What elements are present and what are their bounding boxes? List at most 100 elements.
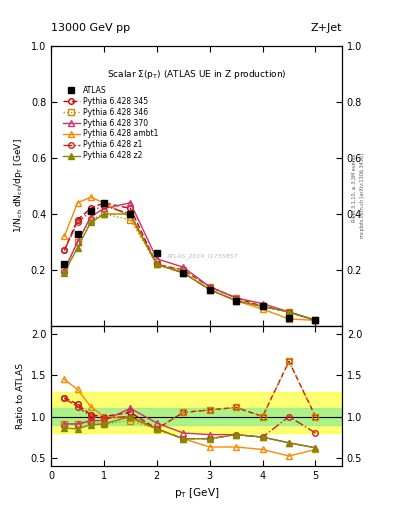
Pythia 6.428 z2 — [234, 297, 239, 304]
ATLAS — [208, 287, 212, 293]
Legend: ATLAS, Pythia 6.428 345, Pythia 6.428 346, Pythia 6.428 370, Pythia 6.428 ambt1,: ATLAS, Pythia 6.428 345, Pythia 6.428 34… — [61, 83, 161, 162]
Pythia 6.428 370 — [260, 301, 265, 307]
Pythia 6.428 ambt1 — [75, 200, 80, 206]
Pythia 6.428 346 — [234, 295, 239, 301]
Text: ATLAS_2019_I1735857: ATLAS_2019_I1735857 — [167, 253, 238, 259]
Pythia 6.428 346 — [88, 217, 93, 223]
Pythia 6.428 z2 — [75, 245, 80, 251]
Bar — [51, 392, 342, 433]
Pythia 6.428 z2 — [154, 261, 159, 267]
Pythia 6.428 ambt1 — [88, 194, 93, 200]
Pythia 6.428 346 — [181, 267, 185, 273]
X-axis label: p$_{\rm T}$ [GeV]: p$_{\rm T}$ [GeV] — [174, 486, 219, 500]
Pythia 6.428 z1 — [313, 317, 318, 324]
Pythia 6.428 z1 — [102, 203, 107, 209]
Pythia 6.428 345 — [75, 217, 80, 223]
Pythia 6.428 346 — [102, 211, 107, 217]
Pythia 6.428 346 — [286, 309, 291, 315]
Line: Pythia 6.428 345: Pythia 6.428 345 — [62, 200, 318, 323]
Pythia 6.428 370 — [102, 205, 107, 211]
Pythia 6.428 345 — [208, 284, 212, 290]
Pythia 6.428 346 — [313, 317, 318, 324]
Pythia 6.428 z1 — [208, 287, 212, 293]
Pythia 6.428 370 — [181, 264, 185, 270]
Pythia 6.428 ambt1 — [102, 200, 107, 206]
Pythia 6.428 345 — [88, 205, 93, 211]
ATLAS — [154, 250, 159, 257]
ATLAS — [62, 261, 67, 267]
Pythia 6.428 345 — [154, 261, 159, 267]
ATLAS — [260, 303, 265, 309]
Pythia 6.428 z2 — [62, 270, 67, 276]
Text: Rivet 3.1.10, ≥ 3.3M events: Rivet 3.1.10, ≥ 3.3M events — [352, 154, 357, 222]
Pythia 6.428 345 — [62, 247, 67, 253]
Pythia 6.428 345 — [286, 309, 291, 315]
Pythia 6.428 346 — [154, 261, 159, 267]
Pythia 6.428 z2 — [128, 211, 133, 217]
Pythia 6.428 z2 — [286, 309, 291, 315]
Pythia 6.428 345 — [313, 317, 318, 324]
Pythia 6.428 z1 — [88, 208, 93, 215]
ATLAS — [102, 200, 107, 206]
Pythia 6.428 370 — [62, 267, 67, 273]
Pythia 6.428 345 — [102, 200, 107, 206]
ATLAS — [286, 314, 291, 321]
Pythia 6.428 z2 — [208, 287, 212, 293]
Pythia 6.428 z1 — [128, 211, 133, 217]
Text: mcplots.cern.ch [arXiv:1306.3436]: mcplots.cern.ch [arXiv:1306.3436] — [360, 154, 365, 239]
Pythia 6.428 z1 — [62, 247, 67, 253]
Pythia 6.428 370 — [75, 239, 80, 245]
Pythia 6.428 ambt1 — [128, 214, 133, 220]
Pythia 6.428 z2 — [260, 303, 265, 309]
Pythia 6.428 370 — [128, 200, 133, 206]
ATLAS — [234, 297, 239, 304]
Pythia 6.428 ambt1 — [181, 270, 185, 276]
Pythia 6.428 ambt1 — [208, 287, 212, 293]
Line: Pythia 6.428 z2: Pythia 6.428 z2 — [62, 211, 318, 323]
Pythia 6.428 345 — [181, 267, 185, 273]
Pythia 6.428 ambt1 — [234, 297, 239, 304]
Text: Scalar $\Sigma$(p$_{\rm T}$) (ATLAS UE in Z production): Scalar $\Sigma$(p$_{\rm T}$) (ATLAS UE i… — [107, 69, 286, 81]
Pythia 6.428 ambt1 — [260, 306, 265, 312]
Pythia 6.428 ambt1 — [62, 233, 67, 240]
Pythia 6.428 346 — [62, 267, 67, 273]
ATLAS — [181, 270, 185, 276]
Line: ATLAS: ATLAS — [61, 199, 319, 324]
ATLAS — [128, 211, 133, 217]
Pythia 6.428 370 — [208, 284, 212, 290]
Line: Pythia 6.428 z1: Pythia 6.428 z1 — [62, 203, 318, 323]
Pythia 6.428 346 — [260, 303, 265, 309]
Pythia 6.428 370 — [88, 214, 93, 220]
Pythia 6.428 370 — [286, 309, 291, 315]
Text: 13000 GeV pp: 13000 GeV pp — [51, 23, 130, 33]
Pythia 6.428 z1 — [181, 270, 185, 276]
Pythia 6.428 z1 — [286, 309, 291, 315]
Line: Pythia 6.428 370: Pythia 6.428 370 — [62, 200, 318, 323]
Pythia 6.428 345 — [128, 205, 133, 211]
Y-axis label: Ratio to ATLAS: Ratio to ATLAS — [16, 363, 25, 429]
ATLAS — [313, 317, 318, 324]
Pythia 6.428 z2 — [313, 317, 318, 324]
Pythia 6.428 346 — [208, 284, 212, 290]
Pythia 6.428 346 — [75, 239, 80, 245]
Pythia 6.428 z1 — [260, 303, 265, 309]
Pythia 6.428 345 — [234, 295, 239, 301]
Pythia 6.428 346 — [128, 217, 133, 223]
Pythia 6.428 ambt1 — [286, 316, 291, 322]
ATLAS — [75, 230, 80, 237]
Pythia 6.428 z1 — [154, 261, 159, 267]
ATLAS — [88, 208, 93, 215]
Pythia 6.428 z2 — [88, 219, 93, 225]
Pythia 6.428 z1 — [75, 219, 80, 225]
Pythia 6.428 370 — [234, 295, 239, 301]
Line: Pythia 6.428 346: Pythia 6.428 346 — [62, 211, 318, 323]
Pythia 6.428 ambt1 — [313, 317, 318, 324]
Pythia 6.428 370 — [154, 255, 159, 262]
Pythia 6.428 370 — [313, 317, 318, 324]
Pythia 6.428 z2 — [181, 270, 185, 276]
Y-axis label: 1/N$_{\rm ch}$ dN$_{\rm ch}$/dp$_{\rm T}$ [GeV]: 1/N$_{\rm ch}$ dN$_{\rm ch}$/dp$_{\rm T}… — [12, 139, 25, 233]
Line: Pythia 6.428 ambt1: Pythia 6.428 ambt1 — [62, 195, 318, 323]
Pythia 6.428 z1 — [234, 297, 239, 304]
Pythia 6.428 ambt1 — [154, 261, 159, 267]
Pythia 6.428 z2 — [102, 211, 107, 217]
